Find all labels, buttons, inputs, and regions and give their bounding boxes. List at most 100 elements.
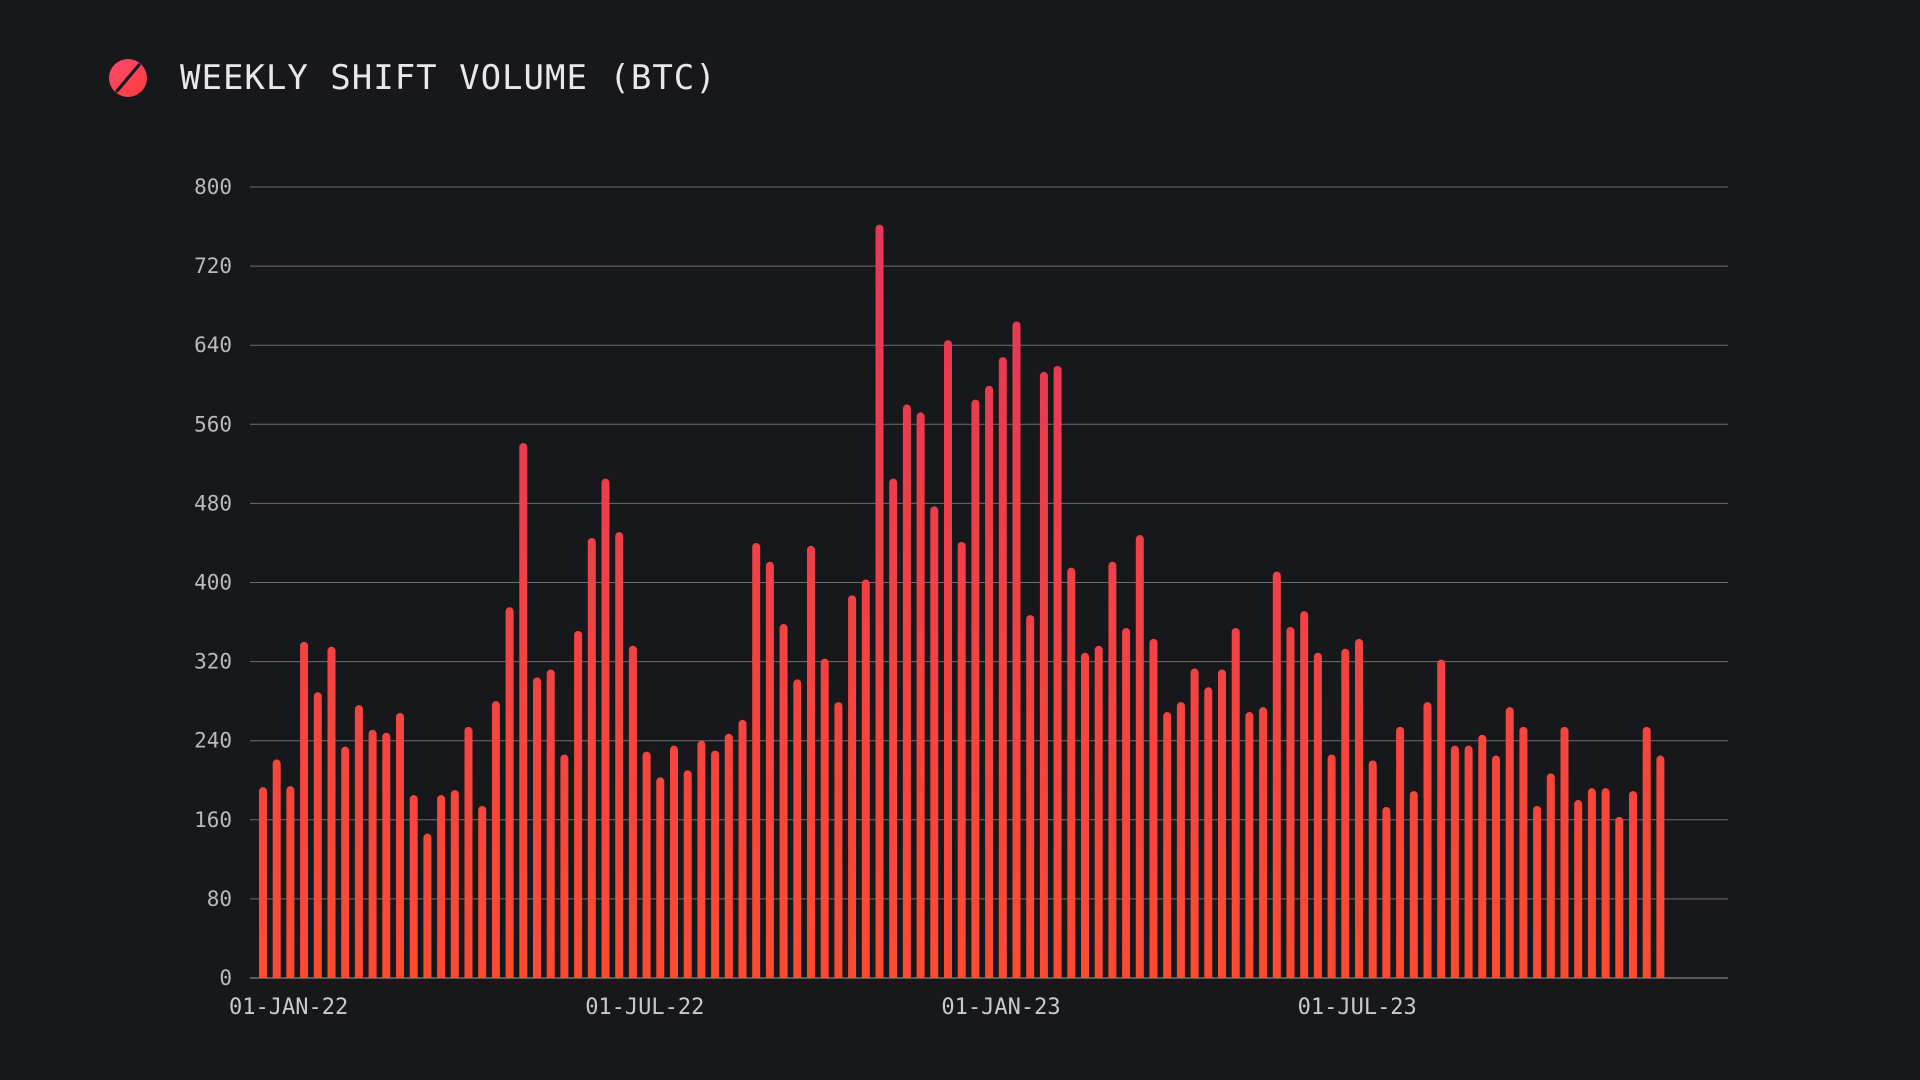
- y-tick-label: 320: [194, 650, 232, 674]
- bar: [450, 790, 459, 978]
- bar: [916, 412, 925, 978]
- bar: [656, 777, 665, 978]
- bar: [1492, 755, 1500, 978]
- bar: [1163, 712, 1172, 978]
- bar: [1519, 726, 1528, 978]
- bar: [1176, 702, 1185, 978]
- bar: [368, 729, 377, 978]
- bar: [423, 833, 432, 978]
- bar: [464, 726, 473, 978]
- bar: [286, 786, 295, 978]
- x-tick-label: 01-JUL-23: [1298, 995, 1417, 1020]
- bar: [1039, 371, 1048, 978]
- bar: [834, 702, 843, 978]
- bar: [1574, 800, 1583, 978]
- bar: [1300, 611, 1309, 978]
- bar: [1067, 567, 1076, 978]
- bar: [272, 759, 281, 978]
- bar: [779, 624, 788, 978]
- bar: [1601, 788, 1610, 978]
- bar: [1560, 726, 1569, 978]
- bar: [1135, 535, 1144, 978]
- bar: [519, 443, 528, 978]
- bar: [341, 746, 350, 978]
- y-tick-label: 400: [194, 571, 232, 595]
- bar: [601, 478, 610, 978]
- bar: [560, 754, 569, 978]
- y-tick-label: 640: [194, 333, 232, 357]
- bar: [1245, 712, 1254, 978]
- x-tick-label: 01-JAN-22: [229, 995, 348, 1020]
- bar: [533, 677, 541, 978]
- bar: [752, 542, 761, 978]
- bar: [820, 658, 829, 978]
- bar: [574, 630, 583, 978]
- bar: [1094, 645, 1103, 978]
- bar: [998, 357, 1007, 978]
- bar: [1450, 745, 1459, 978]
- bar: [1533, 805, 1542, 978]
- bar: [1546, 773, 1555, 978]
- bar: [1464, 745, 1473, 978]
- bar: [259, 787, 267, 978]
- bar: [1656, 755, 1665, 978]
- bar: [1382, 806, 1391, 978]
- bar: [957, 541, 966, 978]
- bar: [711, 750, 720, 978]
- bar: [491, 701, 500, 978]
- bar: [1478, 734, 1487, 978]
- x-tick-label: 01-JUL-22: [585, 995, 704, 1020]
- bar: [944, 340, 952, 979]
- bar: [1615, 816, 1624, 978]
- bar: [1204, 687, 1213, 978]
- bar: [1341, 648, 1350, 978]
- bar: [1272, 571, 1281, 978]
- slashed-circle-logo-icon: [109, 59, 147, 97]
- bar: [1409, 791, 1418, 978]
- bar: [861, 579, 870, 978]
- y-tick-label: 560: [194, 412, 232, 436]
- bar: [1327, 754, 1336, 978]
- bar: [1053, 365, 1062, 978]
- bar: [1081, 652, 1089, 978]
- bar: [478, 805, 487, 978]
- bar: [642, 751, 651, 978]
- bar: [313, 692, 322, 978]
- bar: [437, 795, 446, 978]
- y-tick-label: 480: [194, 491, 232, 515]
- bar: [587, 538, 596, 978]
- bar: [1012, 321, 1021, 979]
- bar: [628, 645, 637, 978]
- y-tick-label: 80: [207, 887, 232, 911]
- bar: [396, 713, 404, 978]
- bar: [875, 224, 884, 978]
- bar: [1286, 626, 1295, 978]
- bar: [1218, 669, 1226, 978]
- y-tick-label: 720: [194, 254, 232, 278]
- bar: [889, 478, 898, 978]
- bar: [765, 561, 774, 978]
- bar: [1149, 638, 1158, 978]
- bar: [807, 545, 815, 978]
- bar: [971, 399, 980, 978]
- bar: [354, 705, 363, 978]
- y-tick-label: 800: [194, 175, 232, 199]
- bar: [382, 732, 391, 978]
- bar: [724, 733, 733, 978]
- bar: [1505, 707, 1514, 978]
- bar: [1026, 615, 1035, 978]
- bar: [697, 740, 706, 978]
- y-tick-label: 160: [194, 808, 232, 832]
- bar: [1629, 791, 1637, 978]
- bar: [505, 607, 514, 978]
- bar: [1108, 561, 1117, 978]
- bar: [670, 745, 678, 978]
- bar: [683, 770, 692, 978]
- x-tick-label: 01-JAN-23: [941, 995, 1060, 1020]
- bar: [1122, 627, 1131, 978]
- bar: [300, 641, 309, 978]
- bar: [409, 795, 418, 978]
- bar: [1437, 659, 1446, 978]
